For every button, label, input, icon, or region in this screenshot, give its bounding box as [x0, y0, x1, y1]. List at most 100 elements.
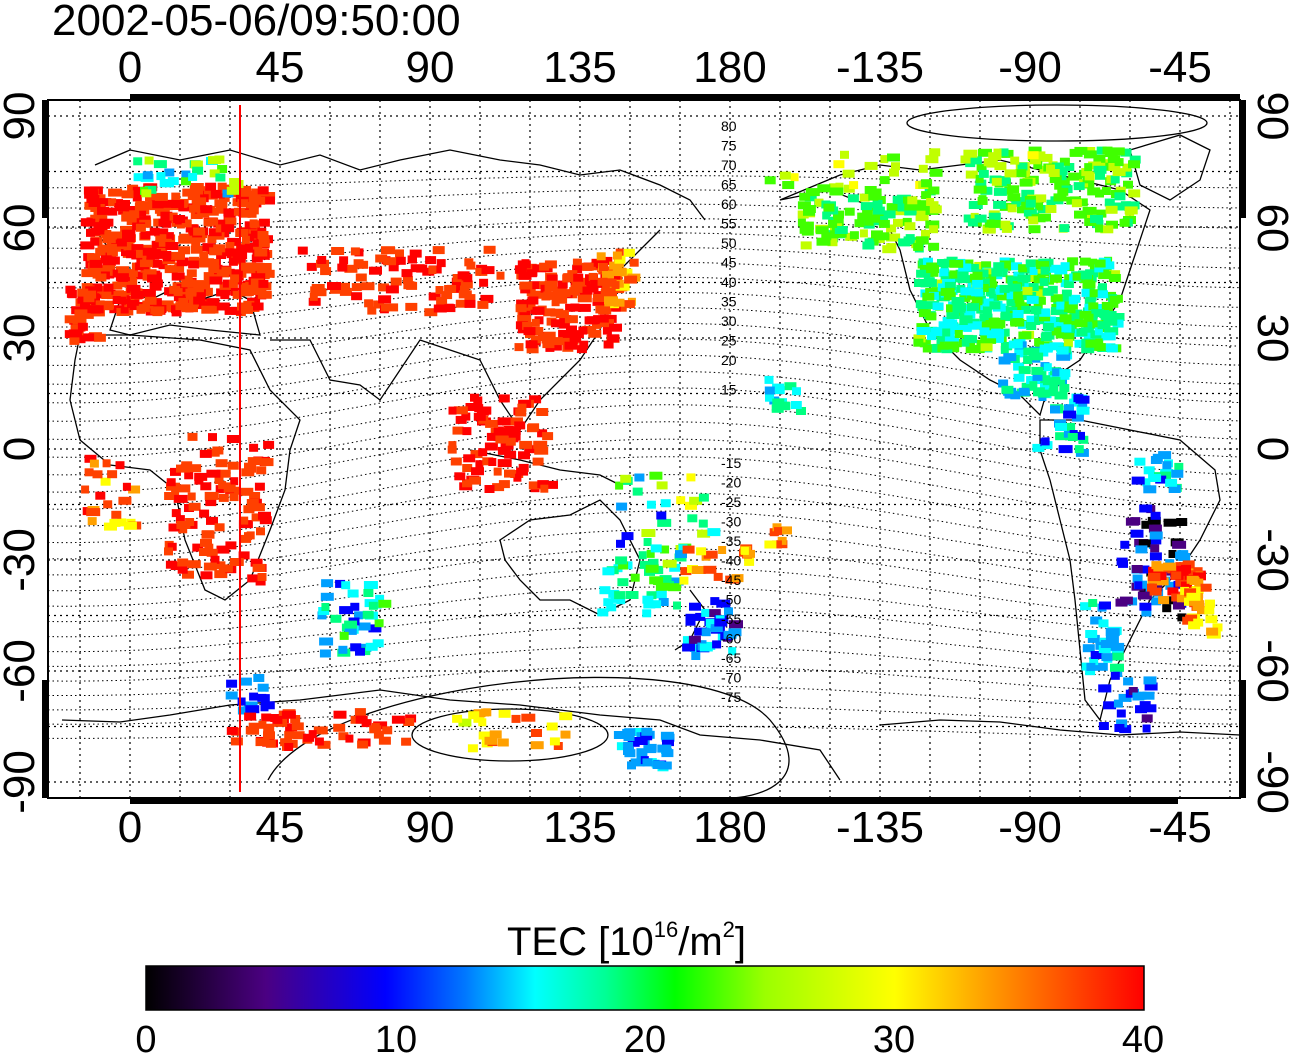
tec-cell — [213, 244, 226, 253]
tec-cell — [471, 467, 484, 476]
tec-cell — [253, 285, 267, 294]
tec-cell — [685, 613, 696, 622]
tec-cell — [1168, 485, 1181, 493]
tec-cell — [620, 474, 632, 483]
tec-cell — [230, 737, 243, 746]
lon-tick-top: 90 — [406, 43, 455, 92]
tec-cell — [1051, 162, 1064, 171]
tec-cell — [539, 333, 552, 342]
tec-cell — [713, 572, 723, 581]
tec-cell — [1059, 384, 1070, 392]
tec-cell — [1040, 153, 1053, 162]
tec-cell — [803, 207, 815, 216]
tec-cell — [171, 272, 185, 281]
tec-cell — [1084, 172, 1095, 181]
tec-cell — [458, 290, 472, 299]
tec-cell — [915, 300, 927, 309]
tec-cell — [314, 737, 324, 746]
colorbar-label: TEC [1016/m2] — [507, 917, 747, 964]
tec-cell — [126, 250, 136, 259]
tec-cell — [1007, 276, 1021, 285]
tec-cell — [1026, 322, 1037, 330]
tec-cell — [194, 284, 204, 293]
tec-cell — [201, 305, 216, 314]
coastline — [94, 149, 706, 221]
tec-cell — [981, 278, 990, 287]
tec-cell — [916, 200, 930, 209]
tec-cell — [946, 304, 958, 313]
tec-cell — [200, 538, 212, 547]
tec-cell — [222, 279, 233, 288]
tec-cell — [221, 287, 231, 296]
tec-cell — [208, 265, 220, 274]
tec-cell — [171, 251, 185, 260]
tec-cell — [405, 302, 418, 311]
tec-cell — [188, 260, 200, 269]
tec-cell — [378, 599, 392, 608]
tec-cell — [1112, 168, 1126, 177]
contour-label: -50 — [721, 592, 741, 608]
tec-cell — [724, 607, 733, 616]
tec-cell — [1141, 714, 1153, 723]
tec-cell — [208, 156, 221, 165]
tec-cell — [615, 481, 624, 490]
tec-cell — [528, 290, 543, 299]
tec-cell — [182, 570, 194, 579]
tec-cell — [633, 728, 644, 736]
tec-cell — [689, 496, 703, 505]
tec-cell — [215, 224, 225, 233]
contour-label: 50 — [721, 235, 737, 251]
tec-cell — [1118, 693, 1132, 702]
tec-cell — [243, 505, 255, 514]
tec-cell — [178, 246, 191, 255]
tec-cell — [921, 179, 933, 188]
tec-cell — [306, 262, 317, 271]
tec-cell — [244, 712, 257, 721]
lon-tick-top: -45 — [1148, 43, 1212, 92]
tec-cell — [92, 470, 103, 479]
tec-cell — [584, 316, 598, 325]
tec-cell — [902, 217, 912, 226]
tec-cell — [154, 192, 168, 201]
tec-cell — [1064, 163, 1075, 171]
tec-cell — [533, 440, 548, 449]
tec-cell — [546, 480, 558, 489]
coastline — [499, 499, 641, 616]
tec-cell — [1081, 168, 1092, 177]
tec-cell — [436, 296, 448, 305]
tec-cell — [1033, 151, 1046, 160]
tec-cell — [517, 315, 532, 324]
tec-cell — [1029, 381, 1038, 390]
tec-cell — [531, 318, 540, 327]
tec-cell — [857, 212, 867, 221]
tec-cell — [710, 597, 720, 606]
tec-cell — [477, 300, 489, 309]
tec-cell — [938, 321, 950, 330]
tec-cell — [85, 286, 98, 295]
tec-cell — [483, 245, 496, 254]
tec-cell — [205, 182, 217, 191]
tec-cell — [470, 393, 479, 402]
tec-cell — [602, 270, 614, 279]
tec-cell — [229, 180, 244, 188]
tec-cell — [216, 469, 231, 478]
tec-cell — [112, 281, 123, 290]
lat-tick-right: 60 — [1248, 204, 1292, 253]
tec-cell — [118, 496, 132, 505]
tec-cell — [243, 300, 255, 309]
tec-cell — [679, 576, 689, 585]
tec-cell — [782, 181, 795, 189]
tec-cell — [142, 201, 153, 210]
tec-cell — [515, 408, 527, 417]
tec-cell — [498, 709, 511, 718]
tec-cell — [1013, 362, 1025, 371]
tec-cell — [205, 498, 217, 507]
tec-cell — [239, 262, 250, 271]
tec-cell — [1084, 211, 1093, 220]
tec-cell — [363, 581, 378, 589]
tec-cell — [1108, 155, 1121, 164]
tec-cell — [344, 626, 357, 635]
lat-tick-left: 0 — [0, 437, 44, 461]
tec-cell — [223, 208, 237, 217]
tec-cell — [1100, 225, 1114, 234]
